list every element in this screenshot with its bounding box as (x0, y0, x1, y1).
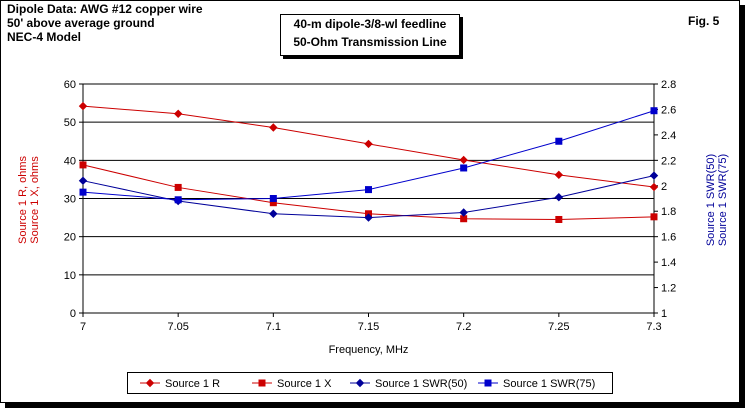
y-right-tick-label: 1.4 (661, 257, 676, 269)
y-right-tick-label: 1.2 (661, 283, 676, 295)
data-point-source-1-swr-50 (649, 171, 659, 180)
data-point-source-1-r (364, 139, 373, 149)
header-line-2: 50' above average ground (7, 16, 155, 30)
chart-title-box: 40-m dipole-3/8-wl feedline 50-Ohm Trans… (280, 14, 460, 56)
legend-label-source-1-swr-50: Source 1 SWR(50) (375, 378, 467, 390)
x-tick-label: 7.15 (358, 321, 379, 333)
chart-title-line-1: 40-m dipole-3/8-wl feedline (293, 17, 447, 31)
x-tick-label: 7.1 (266, 321, 281, 333)
data-point-source-1-swr-50 (78, 176, 88, 185)
y-left-tick-label: 10 (64, 270, 76, 282)
x-tick-label: 7.2 (456, 321, 471, 333)
data-point-source-1-swr-75 (460, 164, 468, 172)
frame-shadow-right (740, 5, 745, 408)
data-point-source-1-r (459, 155, 468, 165)
y-right-axis-label: Source 1 SWR(75) (717, 154, 729, 246)
y-left-tick-label: 30 (64, 194, 76, 206)
legend-swatch-marker-source-1-swr-50 (355, 378, 365, 388)
y-right-tick-label: 1.8 (661, 206, 676, 218)
header-line-3: NEC-4 Model (7, 30, 82, 44)
y-left-tick-label: 60 (64, 79, 76, 91)
frame-shadow-bottom (5, 403, 745, 408)
data-point-source-1-swr-75 (269, 195, 277, 202)
figure-number: Fig. 5 (688, 14, 720, 28)
y-right-tick-label: 2.6 (661, 104, 676, 116)
data-point-source-1-r (269, 123, 278, 132)
x-axis-label: Frequency, MHz (329, 344, 409, 356)
header-line-1: Dipole Data: AWG #12 copper wire (7, 2, 203, 16)
data-point-source-1-swr-50 (269, 209, 278, 218)
legend-label-source-1-r: Source 1 R (165, 378, 220, 390)
data-point-source-1-r (649, 182, 659, 192)
chart-title-line-2: 50-Ohm Transmission Line (293, 35, 447, 49)
x-tick-label: 7 (80, 321, 86, 333)
data-point-source-1-x (555, 215, 563, 223)
legend-svg: Source 1 R Source 1 X Source 1 SWR(50) Sour… (140, 378, 595, 390)
y-left-axis-label: Source 1 X, ohms (29, 156, 41, 244)
data-point-source-1-x (650, 213, 658, 221)
data-point-source-1-swr-50 (364, 213, 373, 222)
y-left-tick-label: 50 (64, 117, 76, 129)
legend-swatch-marker-source-1-r (145, 378, 155, 388)
data-point-source-1-swr-75 (555, 137, 563, 145)
y-right-tick-label: 2.8 (661, 79, 676, 91)
data-point-source-1-swr-50 (459, 208, 468, 217)
data-point-source-1-swr-75 (365, 186, 372, 194)
y-left-tick-label: 40 (64, 155, 76, 167)
data-point-source-1-swr-75 (650, 107, 658, 115)
y-right-tick-label: 1 (661, 308, 667, 320)
data-point-source-1-x (174, 183, 182, 191)
data-point-source-1-swr-75 (174, 196, 182, 204)
data-point-source-1-swr-75 (79, 188, 87, 196)
y-left-tick-label: 20 (64, 232, 76, 244)
x-tick-label: 7.25 (548, 321, 569, 333)
x-tick-label: 7.05 (167, 321, 188, 333)
y-right-tick-label: 2.4 (661, 130, 676, 142)
x-tick-label: 7.3 (646, 321, 661, 333)
data-point-source-1-r (78, 101, 88, 111)
y-right-tick-label: 1.6 (661, 232, 676, 244)
y-right-tick-label: 2 (661, 181, 667, 193)
legend-label-source-1-swr-75: Source 1 SWR(75) (503, 378, 595, 390)
legend-swatch-marker-source-1-x (258, 379, 266, 387)
y-right-axis-label: Source 1 SWR(50) (705, 154, 717, 246)
data-point-source-1-r (173, 109, 183, 118)
y-right-tick-label: 2.2 (661, 155, 676, 167)
data-point-source-1-x (79, 161, 87, 169)
legend-label-source-1-x: Source 1 X (277, 378, 332, 390)
legend-swatch-marker-source-1-swr-75 (484, 379, 492, 387)
y-left-axis-label: Source 1 R, ohms (17, 155, 29, 244)
data-point-source-1-swr-50 (554, 193, 564, 202)
y-left-tick-label: 0 (70, 308, 76, 320)
legend: Source 1 R Source 1 X Source 1 SWR(50) Sour… (127, 372, 613, 394)
data-point-source-1-r (554, 170, 564, 180)
